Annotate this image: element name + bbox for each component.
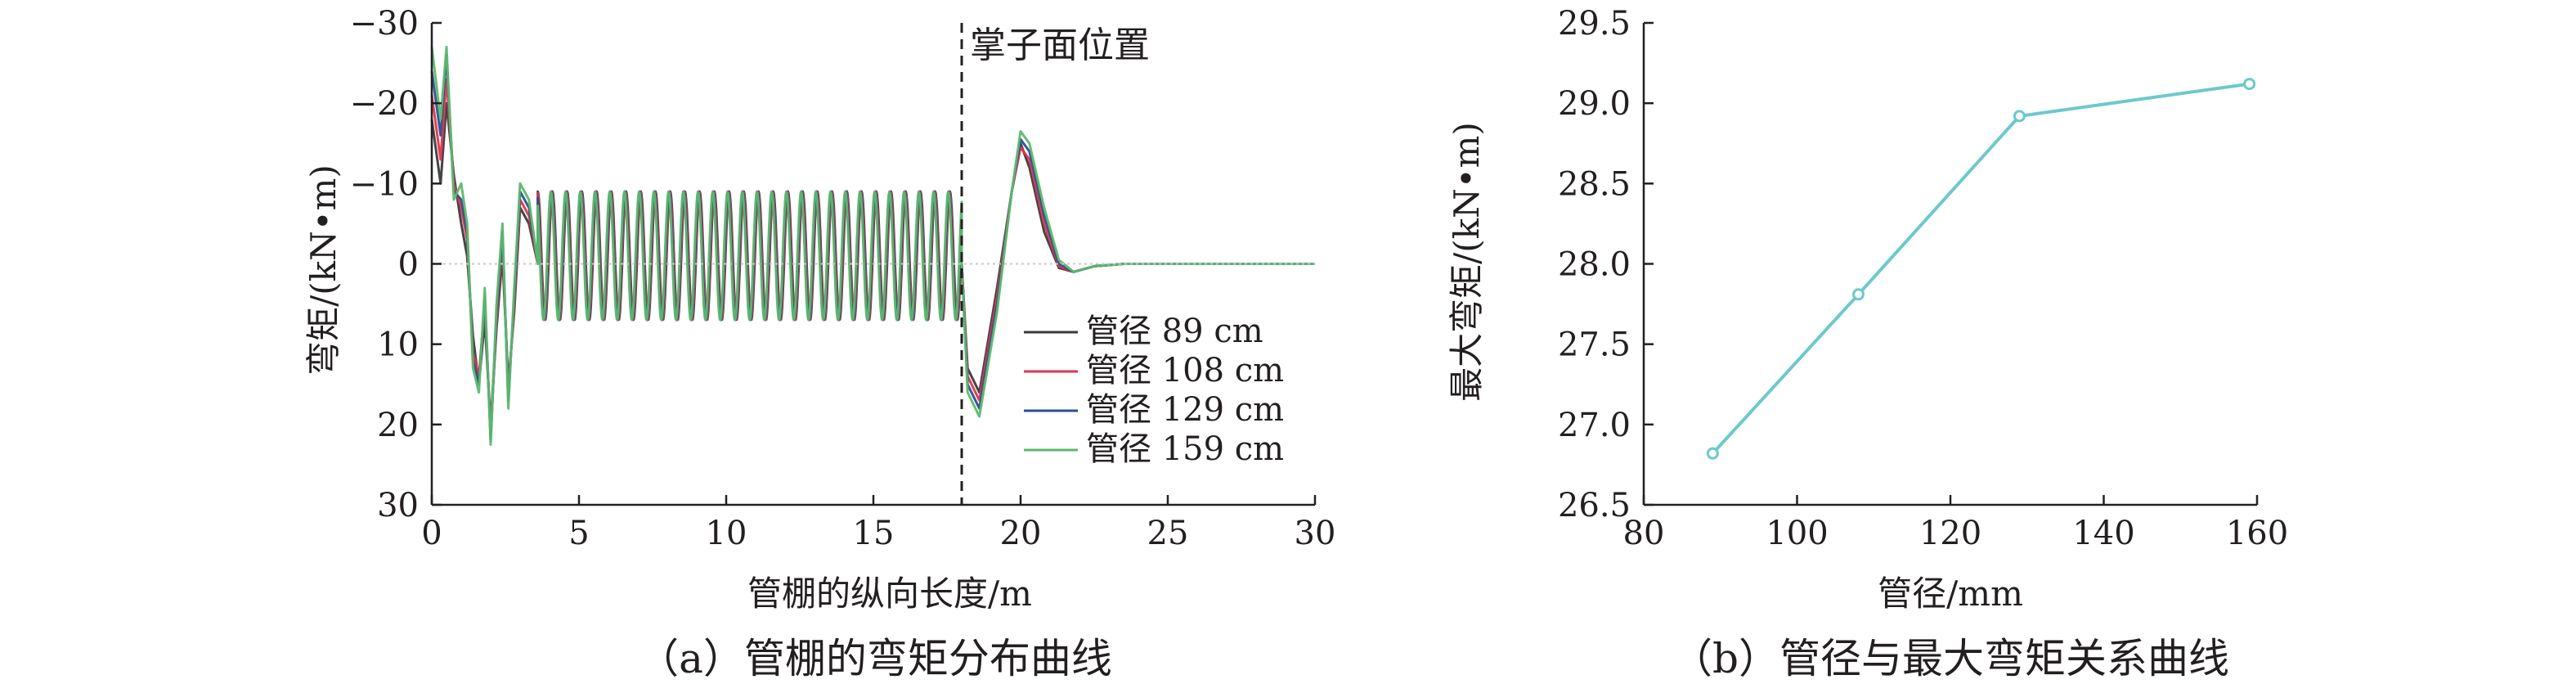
- a-legend-label-2: 管径 129 cm: [1086, 391, 1284, 429]
- b-data-point: [2243, 78, 2256, 91]
- a-y-tick-label: 30: [377, 487, 419, 524]
- a-legend-label-3: 管径 159 cm: [1086, 430, 1284, 468]
- b-y-tick-label: 29.5: [1558, 5, 1631, 43]
- b-y-tick-label: 26.5: [1558, 487, 1631, 524]
- b-y-tick-label: 27.5: [1558, 326, 1631, 364]
- chart-a: 0 5 10 15 20 25 30 −30 −20 −10 0 10 20 30 掌子面位置 管径 89…: [303, 5, 1335, 682]
- b-y-tick-label: 28.5: [1558, 165, 1631, 203]
- b-x-tick-label: 100: [1766, 515, 1828, 552]
- a-series-line-3: [430, 46, 1315, 446]
- a-x-tick-label: 0: [421, 515, 442, 552]
- a-x-tick-label: 20: [1000, 515, 1042, 552]
- a-xlabel: 管棚的纵向长度/m: [747, 574, 1032, 614]
- a-y-tick-label: 0: [398, 246, 419, 284]
- b-series-line: [1711, 82, 2250, 455]
- a-x-tick-label: 15: [853, 515, 895, 552]
- b-x-tick-label: 140: [2072, 515, 2134, 552]
- b-xlabel: 管径/mm: [1878, 574, 2023, 614]
- face-position-label: 掌子面位置: [970, 25, 1150, 66]
- b-tick-group: 80 100 120 140 160 26.5 27.0 27.5 28.0 28.5 29.0 29…: [1558, 5, 2288, 552]
- b-series-group: [1706, 78, 2256, 460]
- b-data-point: [1852, 288, 1865, 301]
- b-caption: （b）管径与最大弯矩关系曲线: [1672, 635, 2229, 682]
- a-x-tick-label: 10: [706, 515, 747, 552]
- a-series-group: [430, 46, 1315, 446]
- a-x-tick-label: 5: [568, 515, 589, 552]
- a-x-tick-label: 30: [1295, 515, 1336, 552]
- a-y-tick-label: −20: [350, 85, 419, 123]
- a-legend-label-1: 管径 108 cm: [1086, 352, 1284, 389]
- chart-b: 80 100 120 140 160 26.5 27.0 27.5 28.0 28.5 29.0 29…: [1447, 5, 2288, 682]
- a-legend-label-0: 管径 89 cm: [1086, 313, 1263, 350]
- b-y-tick-label: 27.0: [1558, 407, 1631, 444]
- a-annotation-group: 掌子面位置: [960, 23, 1150, 505]
- b-y-tick-label: 29.0: [1558, 85, 1631, 123]
- b-ylabel: 最大弯矩/(kN•m): [1447, 122, 1487, 402]
- a-y-tick-label: −10: [350, 165, 419, 203]
- b-x-tick-label: 160: [2226, 515, 2288, 552]
- a-x-tick-label: 25: [1147, 515, 1189, 552]
- b-x-tick-label: 120: [1919, 515, 1981, 552]
- a-tick-group: 0 5 10 15 20 25 30 −30 −20 −10 0 10 20 30: [350, 5, 1336, 552]
- a-y-tick-label: 10: [377, 326, 419, 364]
- b-data-point: [2013, 110, 2026, 123]
- b-data-point: [1706, 447, 1719, 460]
- a-y-tick-label: 20: [377, 407, 419, 444]
- a-caption: （a）管棚的弯矩分布曲线: [638, 635, 1112, 682]
- a-y-tick-label: −30: [350, 5, 419, 43]
- b-x-tick-label: 80: [1623, 515, 1665, 552]
- a-ylabel: 弯矩/(kN•m): [303, 164, 343, 376]
- b-y-tick-label: 28.0: [1558, 246, 1631, 284]
